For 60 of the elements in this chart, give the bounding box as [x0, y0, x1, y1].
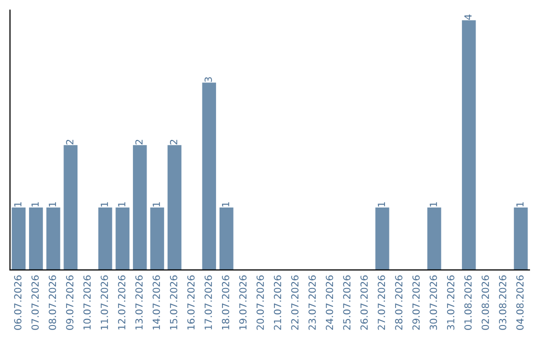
data-label: 1 [48, 202, 56, 206]
x-tick-label: 16.07.2026 [187, 275, 195, 330]
x-tick-label: 24.07.2026 [326, 275, 334, 330]
x-tick-label: 17.07.2026 [204, 275, 212, 330]
data-label: 1 [516, 202, 524, 206]
x-tick-label: 12.07.2026 [118, 275, 126, 330]
data-label: 1 [378, 202, 385, 206]
data-label: 1 [14, 202, 22, 206]
x-tick-label: 29.07.2026 [412, 275, 420, 330]
x-tick-label: 27.07.2026 [378, 275, 386, 330]
x-tick-label: 13.07.2026 [135, 275, 143, 330]
data-label: 1 [152, 202, 160, 206]
x-tick-label: 31.07.2026 [447, 275, 454, 330]
x-tick-label: 07.07.2026 [31, 275, 39, 330]
bar [12, 208, 26, 270]
x-tick-label: 26.07.2026 [360, 275, 368, 330]
x-tick-label: 06.07.2026 [14, 275, 22, 330]
x-tick-label: 25.07.2026 [343, 275, 350, 330]
data-label: 4 [464, 14, 472, 20]
bar [427, 208, 442, 270]
x-tick-label: 03.08.2026 [498, 275, 506, 330]
x-tick-label: 10.07.2026 [83, 275, 91, 330]
x-tick-label: 11.07.2026 [100, 275, 108, 330]
data-label: 2 [170, 140, 178, 144]
x-tick-label: 15.07.2026 [170, 275, 178, 330]
data-label: 2 [66, 140, 74, 144]
x-tick-label: 01.08.2026 [464, 275, 472, 330]
bar [116, 208, 130, 270]
bar [150, 208, 164, 270]
x-tick-label: 30.07.2026 [430, 275, 438, 330]
x-tick-label: 22.07.2026 [291, 275, 299, 330]
bar [29, 208, 43, 270]
bar [132, 145, 147, 270]
bar [514, 208, 528, 270]
bar [202, 82, 216, 270]
bar [375, 208, 390, 270]
data-label: 3 [204, 77, 212, 82]
x-tick-label: 02.08.2026 [482, 275, 489, 330]
data-label: 2 [135, 140, 143, 144]
bar [462, 20, 476, 270]
x-tick-label: 18.07.2026 [222, 275, 230, 330]
bar [98, 208, 112, 270]
data-label: 1 [430, 202, 437, 206]
data-label: 1 [100, 202, 108, 206]
x-tick-label: 23.07.2026 [308, 275, 316, 330]
x-tick-label: 04.08.2026 [516, 275, 524, 330]
data-label: 1 [118, 202, 126, 206]
bar [168, 145, 182, 270]
x-tick-label: 08.07.2026 [48, 275, 56, 330]
x-tick-label: 19.07.2026 [239, 275, 247, 330]
bar [220, 208, 234, 270]
data-label: 1 [32, 202, 39, 206]
bar [46, 208, 60, 270]
x-tick-label: 09.07.2026 [66, 275, 74, 330]
x-tick-label: 20.07.2026 [256, 275, 264, 330]
bar [64, 145, 78, 270]
x-tick-label: 14.07.2026 [152, 275, 160, 330]
x-tick-label: 28.07.2026 [395, 275, 402, 330]
x-tick-label: 21.07.2026 [274, 275, 282, 330]
data-label: 1 [222, 202, 230, 206]
